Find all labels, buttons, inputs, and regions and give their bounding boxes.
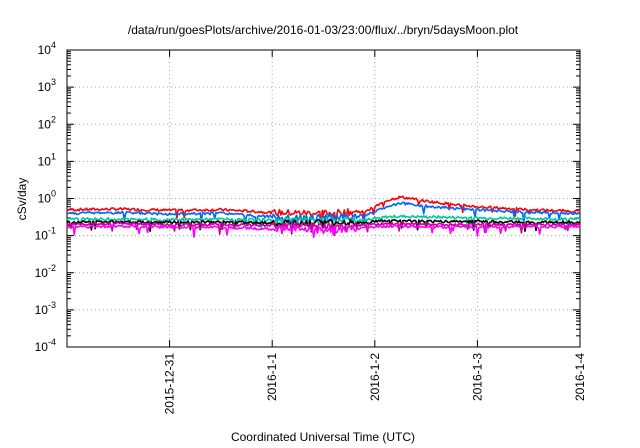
y-tick-label: 10-3 [35,300,56,317]
x-tick-label: 2016-1-2 [368,353,382,401]
chart-title: /data/run/goesPlots/archive/2016-01-03/2… [128,23,519,37]
y-tick-label: 102 [38,114,56,131]
series-line [66,224,581,238]
x-tick-label: 2015-12-31 [163,353,177,415]
y-tick-label: 104 [38,40,56,57]
series-line [66,201,581,228]
series-lines [66,195,581,238]
y-axis-label: cSv/day [15,178,29,221]
y-tick-label: 10-4 [35,337,56,354]
y-tick-label: 103 [38,77,56,94]
x-tick-label: 2016-1-1 [265,353,279,401]
x-tick-label: 2016-1-4 [573,353,587,401]
y-tick-label: 100 [38,189,56,206]
y-tick-label: 101 [38,151,56,168]
x-tick-labels: 2015-12-31 2016-1-1 2016-1-2 2016-1-3 2016-1… [163,353,587,415]
x-axis-label: Coordinated Universal Time (UTC) [231,430,415,444]
y-tick-label: 10-2 [35,263,56,280]
axis-ticks [67,49,581,348]
y-tick-labels: 10-4 10-3 10-2 10-1 100 101 102 103 104 [35,40,56,354]
series-line [66,195,581,225]
y-tick-label: 10-1 [35,226,56,243]
x-tick-label: 2016-1-3 [470,353,484,401]
series-line [66,221,581,237]
grid [67,50,580,347]
